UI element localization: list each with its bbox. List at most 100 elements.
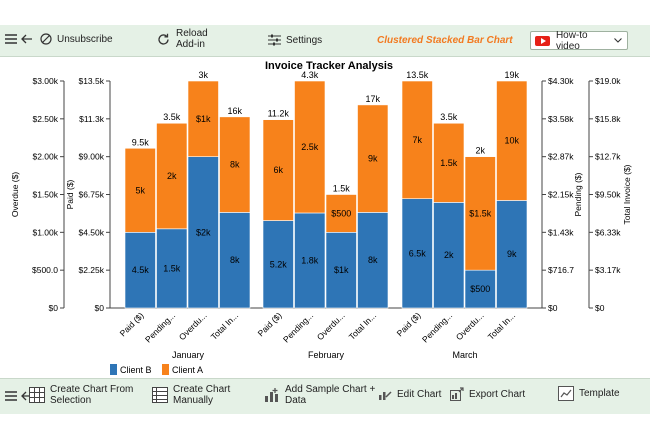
bar-client-a xyxy=(294,80,326,214)
x-tick-label: Total In... xyxy=(347,310,378,341)
unsubscribe-label: Unsubscribe xyxy=(57,33,113,45)
edit-chart-button[interactable]: Edit Chart xyxy=(378,387,441,401)
pending-axis-tick-label: $1.43k xyxy=(548,227,574,237)
legend-swatch-client-b xyxy=(110,364,117,375)
table-grid-icon xyxy=(29,387,45,403)
unsubscribe-icon xyxy=(40,33,52,45)
bottom-menu-icon[interactable] xyxy=(5,391,17,401)
total-axis-tick-label: $9.50k xyxy=(595,190,621,200)
export-chart-icon xyxy=(450,387,464,401)
data-label-client-b: $500 xyxy=(470,284,490,294)
total-label: 9.5k xyxy=(132,137,150,147)
total-label: 4.3k xyxy=(301,70,319,80)
paid-axis-tick-label: $11.3k xyxy=(79,114,105,124)
total-axis-title: Total Invoice ($) xyxy=(622,164,632,224)
edit-chart-icon xyxy=(379,391,392,400)
pending-axis-tick-label: $0 xyxy=(548,303,558,313)
bar-client-a xyxy=(219,116,251,213)
settings-label: Settings xyxy=(286,34,323,46)
data-label-client-a: 1.5k xyxy=(440,158,458,168)
overdue-axis-title: Overdue ($) xyxy=(10,172,20,218)
how-to-video-button[interactable]: How-to video xyxy=(530,30,628,52)
settings-button[interactable]: Settings xyxy=(268,34,322,46)
add-sample-line2: Data xyxy=(285,395,307,406)
bar-client-b xyxy=(496,200,528,309)
data-label-client-a: $1k xyxy=(196,114,211,124)
bar-client-b xyxy=(187,156,219,309)
clustered-stacked-bar-chart: Invoice Tracker Analysis $3.00k $2.50k $2.… xyxy=(10,60,632,375)
create-from-selection-line1: Create Chart From xyxy=(50,384,134,395)
overdue-axis-tick-label: $3.00k xyxy=(32,76,58,86)
total-axis-tick-label: $6.33k xyxy=(595,227,621,237)
settings-sliders-icon xyxy=(268,34,281,46)
x-tick-label: Pending... xyxy=(143,310,177,344)
paid-axis-title: Paid ($) xyxy=(65,179,75,209)
back-arrow-icon[interactable] xyxy=(21,34,32,44)
bar-client-b xyxy=(124,232,156,309)
pending-axis-tick-label: $4.30k xyxy=(548,76,574,86)
x-tick-label: Overdu... xyxy=(454,310,486,342)
data-label-client-a: 10k xyxy=(504,136,519,146)
create-chart-manually-button[interactable]: Create Chart Manually xyxy=(152,384,230,406)
data-label-client-b: 5.2k xyxy=(270,259,288,269)
data-label-client-b: $2k xyxy=(196,227,211,237)
bar-client-a xyxy=(357,104,389,213)
bar-client-a xyxy=(401,80,433,200)
data-label-client-b: 2k xyxy=(444,250,454,260)
x-tick-label: Total In... xyxy=(209,310,240,341)
reload-label-line2: Add-in xyxy=(176,39,205,50)
group-label-march: March xyxy=(452,350,477,360)
data-label-client-a: 6k xyxy=(273,165,283,175)
data-label-client-a: $500 xyxy=(331,208,351,218)
export-chart-button[interactable]: Export Chart xyxy=(450,387,525,401)
export-chart-label: Export Chart xyxy=(469,388,526,400)
reload-label-line1: Reload xyxy=(176,28,208,39)
bar-client-a xyxy=(262,119,294,221)
reload-addin-button[interactable]: Reload Add-in xyxy=(157,28,208,50)
bar-client-b xyxy=(219,212,251,309)
data-label-client-a: 7k xyxy=(412,135,422,145)
data-label-client-a: 8k xyxy=(230,160,240,170)
overdue-axis-tick-label: $1.50k xyxy=(32,190,58,200)
table-rows-icon xyxy=(152,387,168,403)
pending-axis-tick-label: $2.15k xyxy=(548,190,574,200)
group-label-january: January xyxy=(172,350,205,360)
bar-client-a xyxy=(464,156,496,271)
bar-client-b xyxy=(156,228,188,309)
create-manually-line1: Create Chart xyxy=(173,384,231,395)
total-label: 3k xyxy=(198,70,208,80)
overdue-axis-tick-label: $2.00k xyxy=(32,152,58,162)
template-button[interactable]: Template xyxy=(558,386,620,401)
add-sample-line1: Add Sample Chart + xyxy=(285,384,376,395)
overdue-axis-tick-label: $0 xyxy=(49,303,59,313)
x-tick-label: Overdu... xyxy=(315,310,347,342)
create-chart-from-selection-button[interactable]: Create Chart From Selection xyxy=(29,384,133,406)
bar-client-a xyxy=(187,80,219,157)
sample-chart-icon xyxy=(265,388,278,402)
group-label-february: February xyxy=(308,350,345,360)
total-label: 17k xyxy=(365,94,380,104)
bar-client-b xyxy=(294,212,326,309)
pending-axis-tick-label: $2.87k xyxy=(548,152,574,162)
x-tick-label: Overdu... xyxy=(177,310,209,342)
bar-client-a xyxy=(156,122,188,230)
pending-axis-tick-label: $3.58k xyxy=(548,114,574,124)
bar-client-a xyxy=(325,194,357,233)
total-axis-tick-label: $0 xyxy=(595,303,605,313)
total-label: 3.5k xyxy=(163,112,181,122)
unsubscribe-button[interactable]: Unsubscribe xyxy=(40,33,113,45)
menu-icon[interactable] xyxy=(5,34,17,44)
bar-client-b xyxy=(401,198,433,309)
data-label-client-a: $1.5k xyxy=(469,208,492,218)
paid-axis-tick-label: $13.5k xyxy=(78,76,104,86)
overdue-axis-tick-label: $500.0 xyxy=(32,265,58,275)
total-label: 19k xyxy=(504,70,519,80)
data-label-client-b: 8k xyxy=(368,255,378,265)
add-sample-chart-button[interactable]: Add Sample Chart + Data xyxy=(264,384,375,406)
data-label-client-a: 9k xyxy=(368,154,378,164)
data-label-client-b: 8k xyxy=(230,255,240,265)
bar-client-a xyxy=(124,147,156,233)
reload-icon xyxy=(158,33,169,45)
data-label-client-b: 4.5k xyxy=(132,265,150,275)
total-axis-tick-label: $3.17k xyxy=(595,265,621,275)
